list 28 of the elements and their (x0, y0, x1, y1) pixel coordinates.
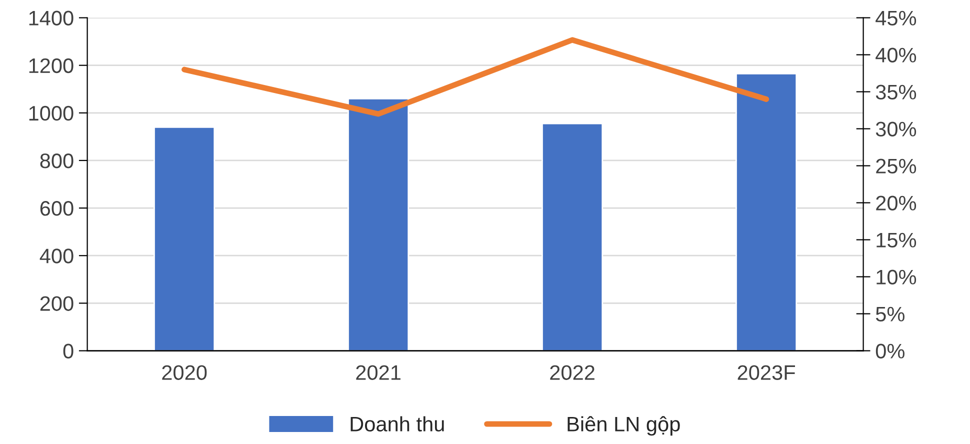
y-tick-label: 800 (40, 153, 74, 168)
y-tick-label: 200 (40, 296, 74, 311)
y2-tick-label: 10% (876, 270, 916, 285)
y-tick-label: 1400 (29, 10, 74, 26)
x-tick-label: 2023F (738, 365, 796, 380)
y2-tick-label: 40% (876, 48, 916, 63)
y2-tick-label: 0% (876, 344, 904, 359)
y-tick-label: 1200 (29, 58, 74, 74)
y2-tick-label: 20% (876, 196, 916, 211)
bar (542, 122, 604, 351)
y-tick-label: 400 (40, 248, 74, 264)
bar (154, 126, 216, 351)
bar (736, 72, 798, 351)
y-tick-label: 1000 (29, 106, 74, 121)
bar (348, 98, 410, 351)
x-tick-label: 2021 (356, 365, 400, 380)
x-tick-label: 2020 (162, 365, 207, 380)
x-tick-label: 2022 (550, 365, 594, 380)
y2-tick-label: 25% (876, 158, 916, 174)
y2-tick-label: 30% (876, 122, 916, 137)
y2-tick-label: 15% (876, 232, 916, 248)
y2-tick-label: 5% (876, 306, 904, 322)
legend-label: Doanh thu (350, 416, 444, 432)
y2-tick-label: 35% (876, 84, 916, 100)
y-tick-label: 600 (40, 201, 74, 216)
y-tick-label: 0 (63, 344, 74, 359)
y2-tick-label: 45% (876, 10, 916, 26)
legend-label: Biên LN gộp (568, 416, 680, 436)
